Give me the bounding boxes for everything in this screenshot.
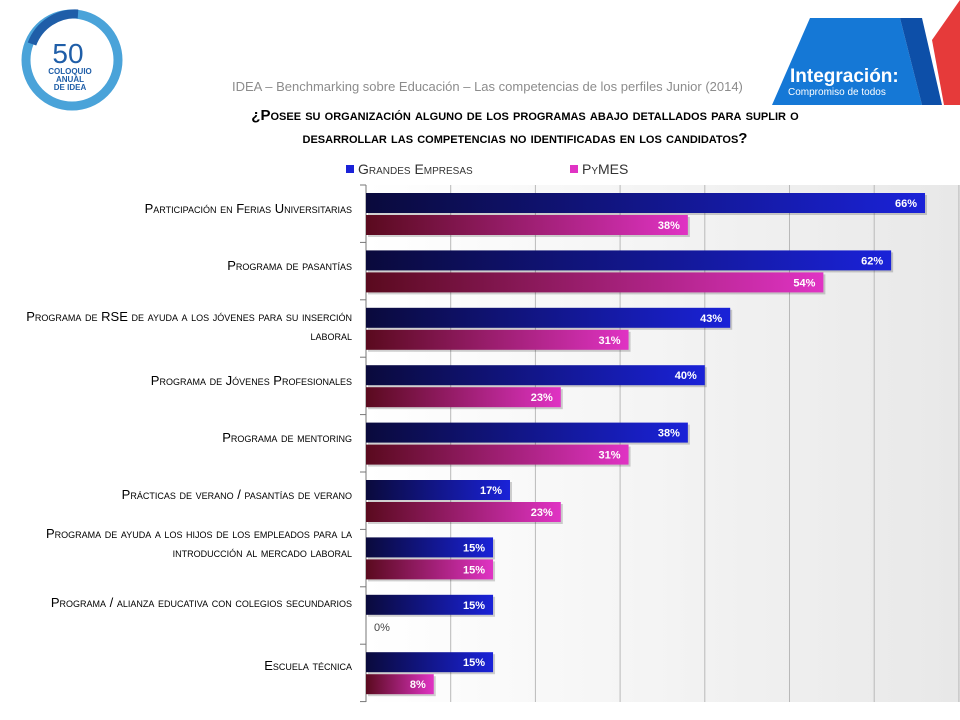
source-text: IDEA – Benchmarking sobre Educación – La… bbox=[232, 79, 743, 94]
bar-grandes-empresas bbox=[366, 652, 494, 673]
legend-swatch bbox=[570, 165, 578, 173]
data-label-grandes: 43% bbox=[700, 313, 722, 325]
title-line-2: desarrollar las competencias no identifi… bbox=[302, 130, 748, 147]
bar-grandes-empresas bbox=[366, 307, 731, 328]
legend-label: Grandes Empresas bbox=[358, 161, 473, 177]
data-label-pymes: 15% bbox=[463, 564, 485, 576]
category-label: Participación en Ferias Universitarias bbox=[144, 201, 352, 216]
data-label-grandes: 40% bbox=[675, 370, 697, 382]
data-label-pymes: 8% bbox=[410, 679, 426, 691]
data-label-grandes: 66% bbox=[895, 198, 917, 210]
bar-pymes bbox=[366, 272, 824, 293]
data-label-grandes: 17% bbox=[480, 485, 502, 497]
bar-grandes-empresas bbox=[366, 365, 705, 386]
title-line-1: ¿Posee su organización alguno de los pro… bbox=[251, 107, 799, 124]
legend-item: Grandes Empresas bbox=[346, 161, 473, 177]
logo-subtitle: Compromiso de todos bbox=[788, 87, 886, 98]
data-label-pymes: 31% bbox=[599, 335, 621, 347]
category-label: Programa / alianza educativa con colegio… bbox=[50, 595, 352, 610]
bar-pymes bbox=[366, 444, 629, 465]
legend-label: PyMES bbox=[582, 161, 629, 177]
bar-grandes-empresas bbox=[366, 537, 494, 558]
bar-grandes-empresas bbox=[366, 594, 494, 615]
data-label-grandes: 15% bbox=[463, 657, 485, 669]
category-label: Programa de Jóvenes Profesionales bbox=[150, 373, 352, 388]
category-label: Programa de pasantías bbox=[227, 258, 352, 273]
bar-grandes-empresas bbox=[366, 480, 510, 500]
data-label-pymes: 23% bbox=[531, 507, 553, 519]
logo-title: Integración: bbox=[790, 66, 899, 87]
legend-item: PyMES bbox=[570, 161, 628, 177]
data-label-pymes: 38% bbox=[658, 220, 680, 232]
bar-pymes bbox=[366, 215, 688, 235]
chart-title: ¿Posee su organización alguno de los pro… bbox=[130, 104, 920, 150]
data-label-grandes: 38% bbox=[658, 428, 680, 440]
category-label: Programa de mentoring bbox=[222, 430, 352, 445]
category-label: Programa de RSE de ayuda a los jóvenes p… bbox=[26, 309, 352, 343]
bar-grandes-empresas bbox=[366, 250, 892, 271]
data-label-pymes: 0% bbox=[374, 622, 390, 634]
data-label-grandes: 15% bbox=[463, 542, 485, 554]
category-label: Prácticas de verano / pasantías de veran… bbox=[121, 487, 352, 502]
bar-pymes bbox=[366, 674, 434, 695]
bar-pymes bbox=[366, 502, 561, 522]
logo-number: 50 bbox=[52, 38, 83, 69]
data-label-grandes: 62% bbox=[861, 255, 883, 267]
data-label-grandes: 15% bbox=[463, 600, 485, 612]
data-label-pymes: 31% bbox=[599, 450, 621, 462]
bar-pymes bbox=[366, 559, 494, 580]
bar-pymes bbox=[366, 387, 561, 408]
data-label-pymes: 54% bbox=[793, 277, 815, 289]
bar-pymes bbox=[366, 329, 629, 350]
legend-swatch bbox=[346, 165, 354, 173]
logo-line1: COLOQUIO bbox=[48, 67, 92, 76]
data-label-pymes: 23% bbox=[531, 392, 553, 404]
category-label: Programa de ayuda a los hijos de los emp… bbox=[45, 526, 352, 560]
logo-line3: DE IDEA bbox=[54, 83, 87, 92]
logo-line2: ANUAL bbox=[56, 75, 84, 84]
bar-grandes-empresas bbox=[366, 422, 688, 443]
category-label: Escuela técnica bbox=[264, 658, 352, 673]
bar-grandes-empresas bbox=[366, 193, 926, 213]
plot-background bbox=[366, 185, 960, 702]
coloquio-logo: 50 COLOQUIO ANUAL DE IDEA bbox=[21, 9, 123, 111]
integracion-logo: Integración: Compromiso de todos bbox=[772, 0, 960, 105]
